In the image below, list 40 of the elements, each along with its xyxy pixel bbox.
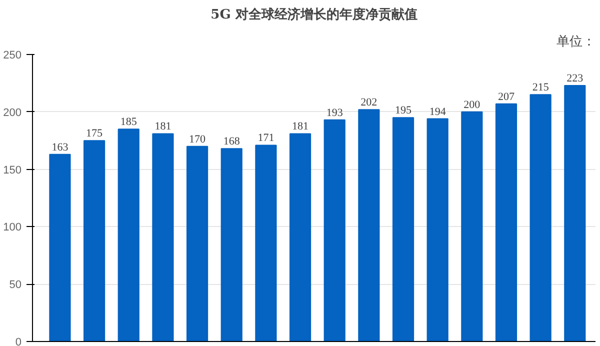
bar — [358, 109, 380, 342]
data-label: 200 — [464, 98, 481, 111]
data-label: 215 — [532, 82, 550, 94]
bar — [564, 84, 586, 342]
bar — [49, 154, 71, 342]
y-tick-label: 200 — [3, 106, 22, 119]
bar — [118, 128, 140, 342]
data-label: 207 — [498, 90, 515, 103]
data-label: 223 — [566, 72, 584, 84]
data-label: 194 — [429, 106, 446, 118]
y-tick-label: 100 — [3, 222, 22, 234]
data-label: 193 — [326, 106, 344, 119]
chart-title: 5G 对全球经济增长的年度净贡献值 — [210, 6, 418, 22]
bar — [255, 144, 277, 342]
data-label: 163 — [52, 141, 69, 154]
bar — [220, 148, 242, 342]
data-label: 168 — [223, 136, 240, 148]
data-label: 195 — [395, 104, 412, 117]
text: 单位： — [556, 34, 596, 50]
y-tick-label: 150 — [3, 164, 22, 176]
bar — [152, 133, 174, 342]
y-tick-label: 250 — [3, 50, 22, 62]
bar — [324, 119, 346, 342]
bar — [289, 133, 312, 342]
y-tick-label: 50 — [9, 279, 22, 292]
data-label: 185 — [120, 116, 138, 128]
data-label: 175 — [86, 128, 104, 140]
bar — [83, 140, 106, 342]
bar — [186, 146, 208, 342]
bar — [495, 103, 518, 342]
data-label: 170 — [189, 133, 206, 146]
data-label: 181 — [154, 120, 172, 133]
y-tick-label: 0 — [15, 336, 22, 346]
bar — [530, 94, 552, 342]
data-label: 202 — [360, 96, 378, 109]
data-label: 171 — [258, 132, 274, 144]
bar — [426, 118, 448, 342]
data-label: 181 — [292, 120, 309, 133]
bar — [392, 117, 414, 342]
bar — [461, 111, 483, 342]
